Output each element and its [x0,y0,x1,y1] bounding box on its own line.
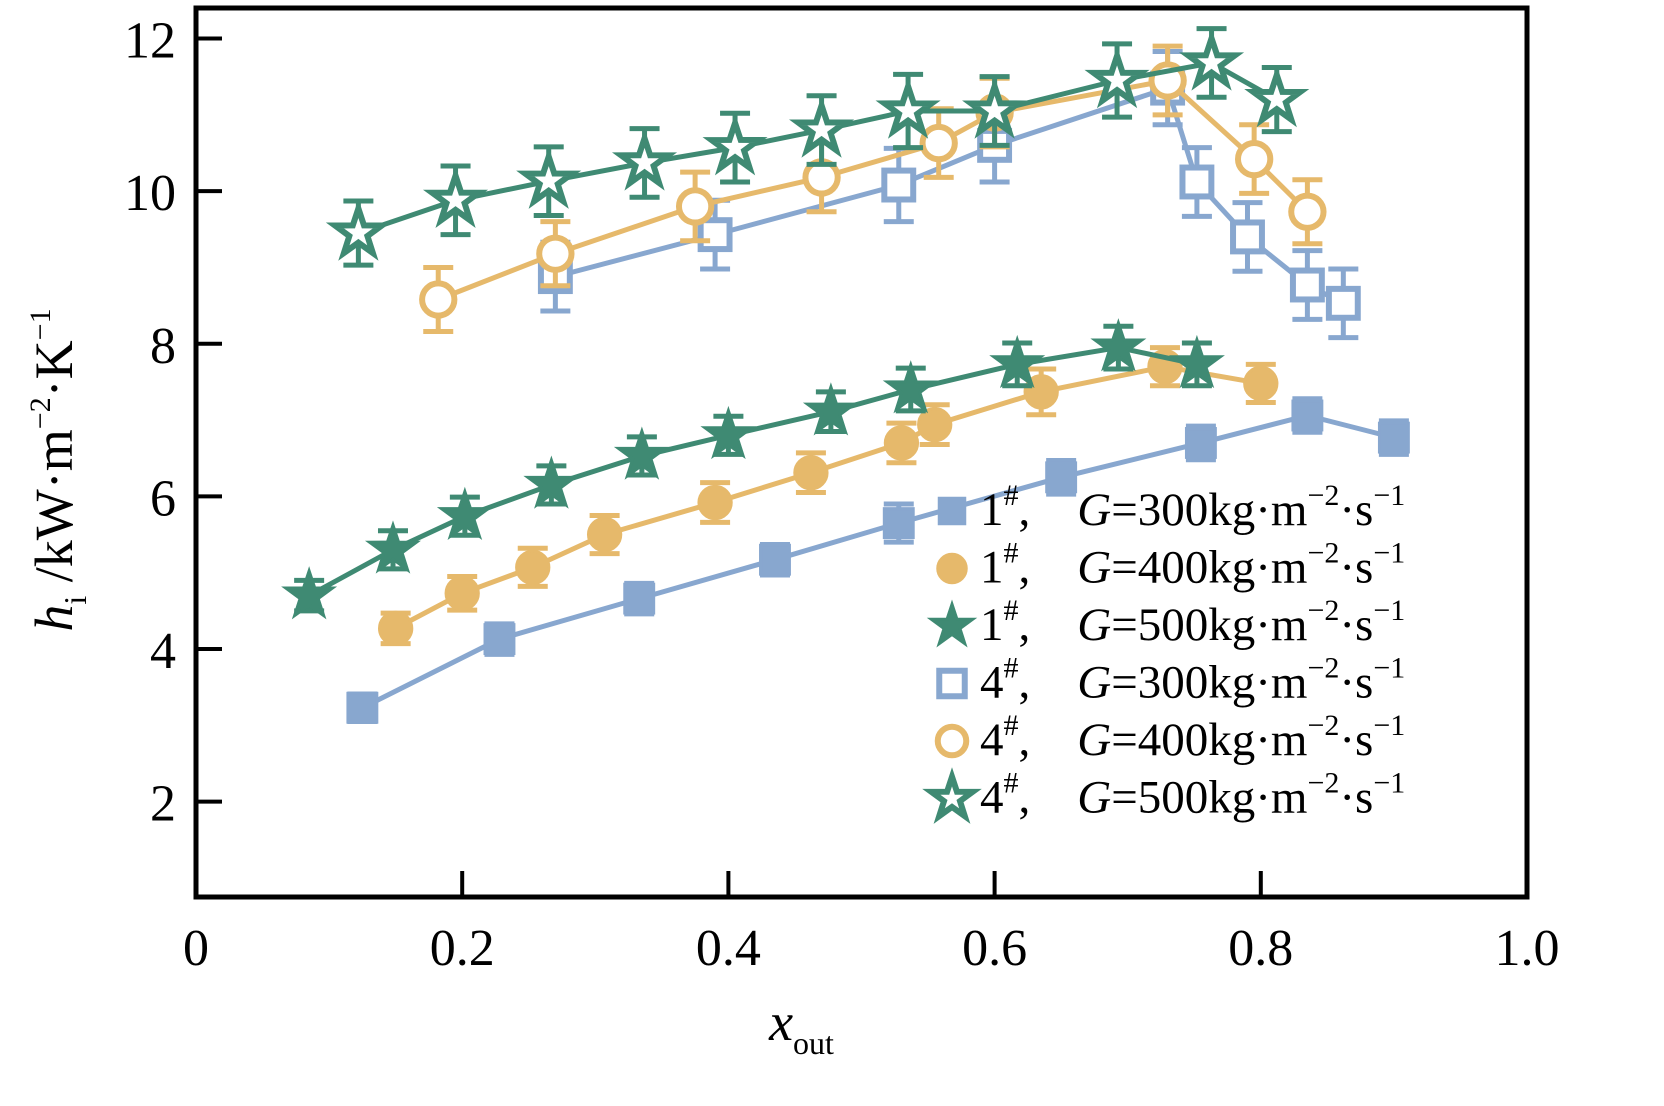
data-marker [802,382,859,436]
data-marker [989,334,1046,389]
y-tick-label: 4 [150,623,176,680]
data-marker [516,146,582,209]
data-marker [536,234,575,273]
x-tick-label: 1.0 [1495,920,1560,977]
series-layer [281,26,1410,724]
legend-label: 4#, G=300kg·m−2·s−1 [980,652,1405,709]
data-marker [378,610,414,647]
y-tick-label: 8 [150,318,176,375]
data-marker [1179,28,1245,91]
data-marker [613,426,670,480]
data-marker [346,691,379,724]
series-group [346,396,1410,724]
y-tick-label: 12 [124,13,176,70]
data-marker [702,113,768,176]
data-marker [922,767,982,824]
data-marker [515,549,551,585]
data-marker [281,566,338,620]
legend-entry[interactable]: 4#, G=400kg·m−2·s−1 [934,709,1405,766]
data-marker [882,360,939,414]
series-group [378,345,1279,647]
legend-entry[interactable]: 1#, G=300kg·m−2·s−1 [937,479,1405,536]
y-axis-title: hi /kW·m−2·K−1 [24,308,93,631]
data-marker [1377,421,1410,454]
data-marker [919,123,958,163]
data-marker [436,486,493,541]
data-marker [1184,427,1217,459]
x-axis-title: xout [768,992,834,1061]
axis-ticks [196,36,1263,897]
data-marker [881,167,917,203]
data-marker [325,198,391,261]
data-marker [697,217,733,253]
data-marker [926,599,978,648]
data-marker [1244,65,1310,128]
data-marker [1090,318,1147,372]
data-marker [962,76,1028,139]
data-marker [1288,192,1327,231]
data-marker [364,520,421,574]
data-marker [1179,164,1215,200]
data-marker [523,455,580,509]
data-marker [675,187,715,226]
series-group [537,48,1361,341]
data-marker [700,405,757,460]
data-marker [1084,46,1150,109]
data-marker [875,76,941,139]
series-group [281,318,1225,620]
legend-entry[interactable]: 4#, G=500kg·m−2·s−1 [922,767,1405,824]
y-tick-label: 6 [150,470,176,527]
x-tick-label: 0.2 [430,920,495,977]
legend-label: 1#, G=500kg·m−2·s−1 [980,594,1405,651]
data-marker [1291,399,1324,432]
data-marker [1230,219,1265,255]
data-marker [759,543,791,576]
y-tick-label: 10 [124,165,176,222]
series-line [552,85,1346,306]
data-marker [937,496,967,526]
data-marker [1289,267,1325,303]
data-marker [1168,334,1225,389]
data-marker [1045,461,1078,494]
data-marker [883,425,920,461]
x-tick-label: 0.4 [696,920,761,977]
svg-text:hi /kW·m−2·K−1: hi /kW·m−2·K−1 [24,308,93,631]
plot-frame [193,5,1530,900]
data-marker [936,667,968,700]
data-marker [611,128,678,191]
data-marker [917,406,953,443]
data-marker [623,582,656,615]
data-marker [934,723,970,759]
data-marker [586,516,623,553]
y-tick-label: 2 [150,776,176,833]
legend-entry[interactable]: 1#, G=400kg·m−2·s−1 [936,537,1405,594]
data-marker [697,484,733,521]
data-marker [793,455,829,491]
chart-legend: 1#, G=300kg·m−2·s−11#, G=400kg·m−2·s−11#… [922,479,1405,824]
data-marker [419,280,458,319]
data-marker [882,507,915,540]
data-marker [444,575,480,611]
data-marker [936,552,968,585]
axis-labels: 2 4 6 8 10 12 0 0.2 0.4 0.6 0.8 1.0 xout hi /kW·m−2·K… [24,13,1560,1061]
legend-label: 1#, G=400kg·m−2·s−1 [980,537,1405,594]
data-marker [1234,139,1274,179]
data-marker [1243,365,1279,402]
legend-label: 4#, G=400kg·m−2·s−1 [980,709,1405,766]
data-marker [1325,285,1361,321]
data-marker [789,95,855,158]
x-tick-label: 0.8 [1228,920,1293,977]
legend-entry[interactable]: 4#, G=300kg·m−2·s−1 [936,652,1405,709]
x-tick-label: 0.6 [962,920,1027,977]
legend-entry[interactable]: 1#, G=500kg·m−2·s−1 [926,594,1405,651]
legend-label: 1#, G=300kg·m−2·s−1 [980,479,1405,536]
series-group [325,26,1310,268]
plot-border [193,5,1530,900]
x-tick-label: 0 [183,920,209,977]
data-marker [483,623,516,656]
legend-label: 4#, G=500kg·m−2·s−1 [980,767,1405,824]
data-marker [422,166,489,228]
